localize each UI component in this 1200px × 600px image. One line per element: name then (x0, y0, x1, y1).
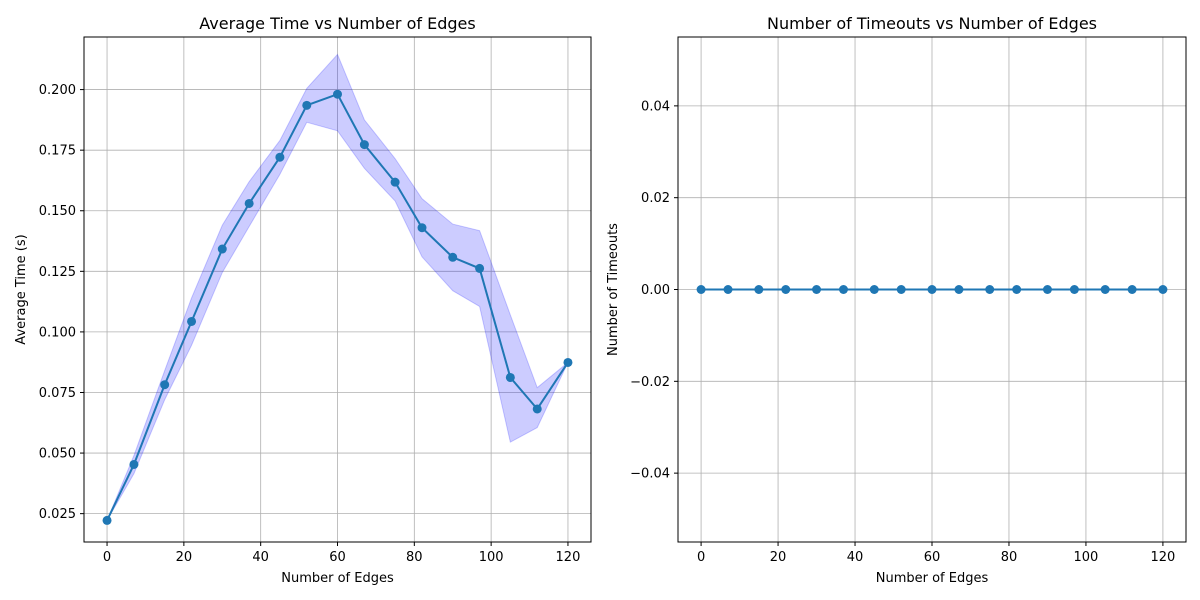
chart1-y-tick-label: 0.150 (39, 204, 76, 219)
chart2-y-tick-label: −0.02 (630, 375, 670, 390)
chart2-data-point (869, 285, 879, 294)
chart1-x-tick-label: 60 (329, 550, 346, 565)
chart2-data-point (812, 285, 822, 294)
chart1-data-point (390, 177, 400, 187)
chart1-data-point (359, 140, 369, 150)
chart1-data-point (505, 372, 515, 382)
chart2-x-tick-label: 40 (847, 550, 864, 565)
chart1-x-axis-label: Number of Edges (281, 571, 394, 586)
chart1-data-point (102, 515, 112, 525)
chart2-data-point (1100, 285, 1110, 294)
chart2-y-tick-label: 0.04 (641, 99, 670, 114)
chart1-data-point (448, 252, 458, 262)
chart2-y-tick-label: 0.02 (641, 191, 670, 206)
chart1-y-tick-label: 0.100 (39, 325, 76, 340)
chart1-y-tick-label: 0.050 (39, 447, 76, 462)
chart2-data-point (927, 285, 937, 294)
chart2-x-tick-label: 60 (924, 550, 941, 565)
chart1-y-tick-label: 0.025 (39, 507, 76, 522)
chart1-y-tick-label: 0.200 (39, 83, 76, 98)
chart2-y-tick-label: 0.00 (641, 283, 670, 298)
chart1-y-tick-label: 0.075 (39, 386, 76, 401)
chart1-x-tick-label: 0 (103, 550, 111, 565)
chart1-title: Average Time vs Number of Edges (199, 14, 475, 33)
chart1-x-tick-label: 20 (176, 550, 193, 565)
chart1-data-point (160, 380, 170, 390)
chart2-data-point (1158, 285, 1168, 294)
chart2-data-point (1042, 285, 1052, 294)
chart1-data-point (475, 263, 485, 273)
chart1-data-point (187, 316, 197, 326)
chart2-data-point (696, 285, 706, 294)
chart2-x-tick-label: 100 (1074, 550, 1099, 565)
chart2-x-tick-label: 80 (1001, 550, 1018, 565)
chart1-data-point (417, 223, 427, 233)
chart2-data-point (985, 285, 995, 294)
chart2-y-tick-label: −0.04 (630, 467, 670, 482)
chart1-x-tick-label: 100 (479, 550, 504, 565)
chart1-data-point (563, 357, 573, 367)
chart1-y-tick-label: 0.175 (39, 144, 76, 159)
chart2-x-axis-label: Number of Edges (876, 571, 989, 586)
chart1-x-tick-label: 40 (252, 550, 269, 565)
chart1-data-point (333, 89, 342, 99)
chart2-title: Number of Timeouts vs Number of Edges (767, 14, 1097, 33)
chart1-data-point (129, 459, 139, 469)
chart1-x-tick-label: 120 (556, 550, 581, 565)
chart2-data-point (896, 285, 906, 294)
chart2-data-point (1127, 285, 1137, 294)
chart2-x-tick-label: 120 (1150, 550, 1175, 565)
chart2-data-point (954, 285, 964, 294)
chart1-data-point (302, 100, 312, 110)
chart1-data-point (217, 244, 227, 254)
average-time-chart: 0 20 40 60 80 100 120 0.025 0.050 0.075 0.100 0.125… (14, 14, 592, 586)
chart2-data-point (1069, 285, 1079, 294)
chart2-y-axis-label: Number of Timeouts (606, 223, 621, 356)
chart2-data-point (754, 285, 764, 294)
chart1-data-point (532, 404, 542, 414)
chart2-x-tick-label: 0 (697, 550, 705, 565)
timeouts-chart: 0 20 40 60 80 100 120 −0.04 −0.02 0.00 0.02 0.04 Num… (606, 14, 1187, 586)
chart2-data-point (723, 285, 733, 294)
chart1-data-point (275, 152, 285, 162)
chart1-y-tick-label: 0.125 (39, 265, 76, 280)
chart2-data-point (781, 285, 791, 294)
chart2-data-point (838, 285, 848, 294)
chart1-data-point (244, 198, 254, 208)
chart2-data-point (1012, 285, 1022, 294)
chart1-y-axis-label: Average Time (s) (14, 234, 29, 344)
chart1-x-tick-label: 80 (406, 550, 423, 565)
chart2-x-tick-label: 20 (770, 550, 787, 565)
